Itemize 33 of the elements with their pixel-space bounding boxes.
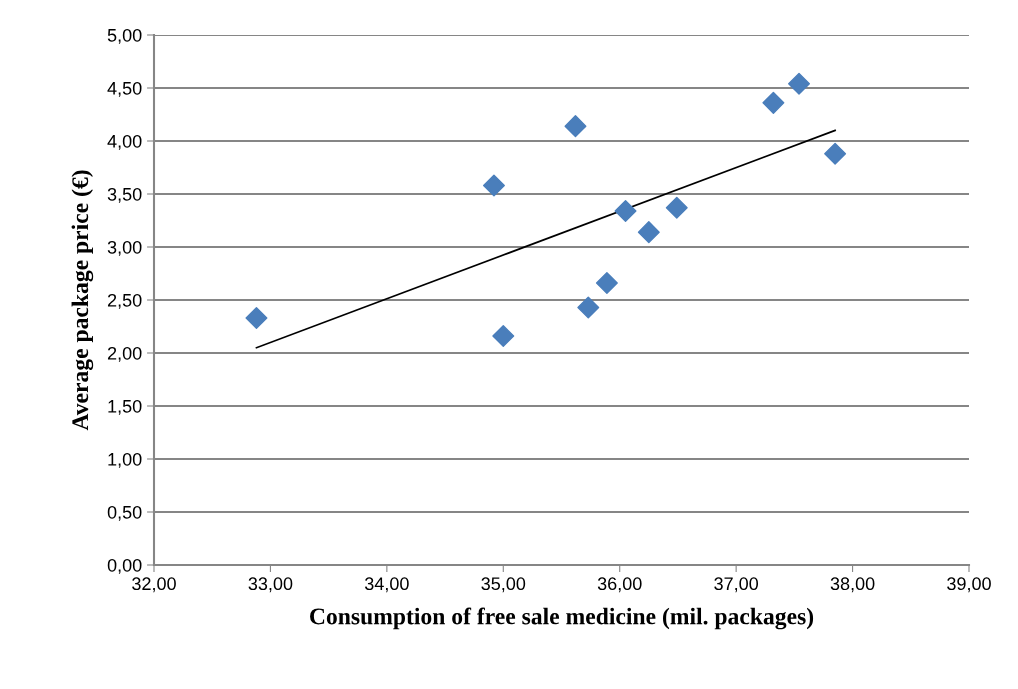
point [824,142,847,165]
x-tick-label: 33,00 [248,577,293,593]
point [614,199,637,222]
y-tick-label: 4,50 [107,81,142,97]
x-tick-label: 32,00 [132,577,176,593]
y-axis-title: Average package price (€) [71,170,94,431]
x-axis-title: Consumption of free sale medicine (mil. packages) [310,607,814,630]
point [788,72,811,95]
y-tick-label: 4,00 [107,134,142,150]
point [482,174,505,197]
y-tick-label: 0,50 [107,505,142,521]
y-tick-label: 1,00 [108,452,142,468]
point [577,296,600,319]
point [245,307,268,330]
point [665,196,688,219]
point [564,115,587,138]
y-tick-label: 3,00 [107,240,142,256]
x-tick-label: 38,00 [830,577,875,593]
point [492,325,515,348]
point [595,272,618,295]
x-tick-label: 34,00 [364,577,409,593]
x-tick-label: 39,00 [947,577,991,593]
point [762,91,785,114]
point [637,221,660,244]
x-tick-label: 35,00 [481,577,526,593]
y-tick-label: 2,50 [107,293,142,309]
x-tick-label: 37,00 [714,577,759,593]
y-tick-label: 0,00 [107,558,142,574]
y-tick-label: 1,50 [108,399,142,415]
y-tick-label: 3,50 [107,187,142,203]
y-tick-label: 2,00 [107,346,142,362]
y-tick-label: 5,00 [107,28,142,44]
x-tick-label: 36,00 [597,577,642,593]
